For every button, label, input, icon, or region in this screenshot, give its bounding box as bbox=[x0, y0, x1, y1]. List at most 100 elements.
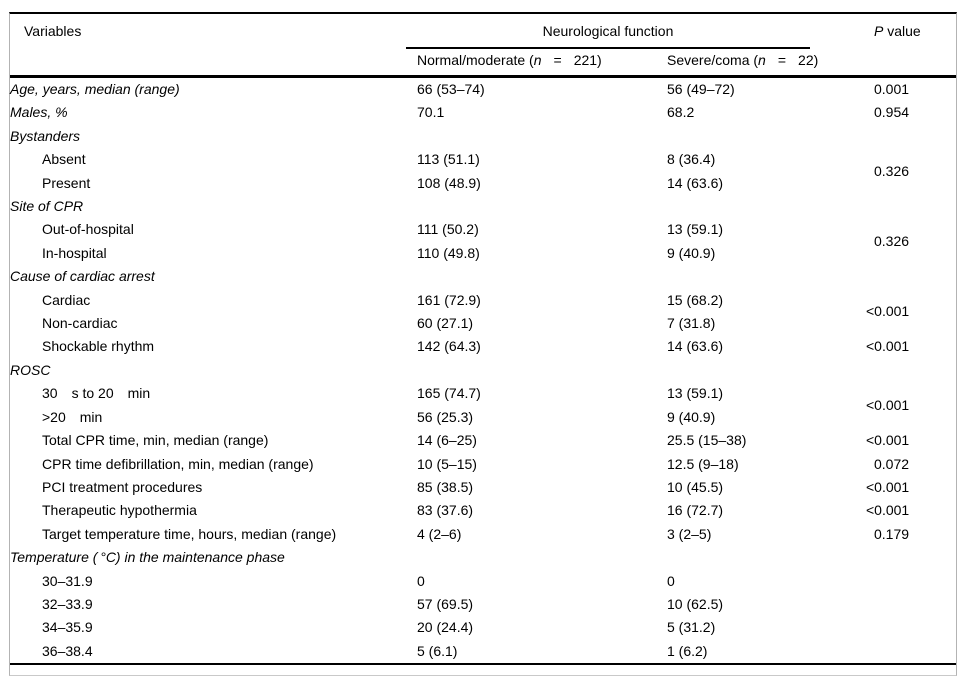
table-row: 34–35.9 20 (24.4) 5 (31.2) bbox=[10, 616, 956, 639]
sub2-prefix: Severe/coma ( bbox=[667, 52, 759, 68]
normal-moderate-value: 57 (69.5) bbox=[417, 595, 474, 612]
severe-coma-value: 13 (59.1) bbox=[667, 385, 724, 402]
severe-coma-value: 13 (59.1) bbox=[667, 221, 724, 238]
normal-moderate-value bbox=[417, 546, 667, 569]
normal-moderate-value: 10 (5–15) bbox=[417, 455, 477, 472]
p-value-cell bbox=[874, 616, 956, 639]
severe-coma-value: 5 (31.2) bbox=[667, 619, 716, 636]
severe-coma-value: 14 (63.6) bbox=[667, 174, 724, 191]
normal-moderate-value: 14 (6–25) bbox=[417, 432, 477, 449]
table-row: ROSC bbox=[10, 359, 956, 382]
table-row: CPR time defibrillation, min, median (ra… bbox=[10, 453, 956, 476]
column-header-neurological-function: Neurological function bbox=[542, 23, 674, 39]
severe-coma-value: 1 (6.2) bbox=[667, 642, 708, 659]
normal-moderate-value: 113 (51.1) bbox=[417, 151, 480, 168]
severe-coma-value: 7 (31.8) bbox=[667, 315, 716, 332]
severe-coma-value: 56 (49–72) bbox=[667, 81, 735, 97]
normal-moderate-value: 0 bbox=[417, 572, 425, 589]
sub1-n-italic: n bbox=[533, 52, 542, 68]
p-value-cell: 0.001 bbox=[874, 81, 910, 97]
p-value-cell bbox=[874, 640, 956, 663]
normal-moderate-value bbox=[417, 359, 667, 382]
normal-moderate-value bbox=[417, 125, 667, 148]
table-row: Therapeutic hypothermia 83 (37.6) 16 (72.7… bbox=[10, 499, 956, 522]
p-value-cell: <0.001 bbox=[866, 396, 910, 413]
row-label: Bystanders bbox=[10, 127, 81, 144]
severe-coma-value: 25.5 (15–38) bbox=[667, 432, 747, 449]
table-row: Cardiac 161 (72.9) 15 (68.2) <0.001 bbox=[10, 289, 956, 320]
table-row: 36–38.4 5 (6.1) 1 (6.2) bbox=[10, 640, 956, 663]
severe-coma-value: 10 (62.5) bbox=[667, 595, 724, 612]
table-row: Temperature ( °C) in the maintenance pha… bbox=[10, 546, 956, 569]
p-value-cell: 0.326 bbox=[874, 233, 910, 250]
sub2-count: 22) bbox=[798, 52, 819, 68]
severe-coma-value: 16 (72.7) bbox=[667, 502, 724, 519]
p-value-cell bbox=[874, 195, 956, 218]
variables-table: Age, years, median (range) 66 (53–74) 56 (… bbox=[10, 78, 956, 663]
table-row: Total CPR time, min, median (range) 14 (6… bbox=[10, 429, 956, 452]
p-value-cell: <0.001 bbox=[866, 478, 910, 495]
severe-coma-value: 10 (45.5) bbox=[667, 478, 724, 495]
table-frame: Variables Neurological function P value … bbox=[9, 12, 957, 676]
table-row: Target temperature time, hours, median (… bbox=[10, 523, 956, 546]
row-label: Site of CPR bbox=[10, 198, 84, 215]
severe-coma-value bbox=[667, 359, 874, 382]
sub1-count: 221) bbox=[573, 52, 602, 68]
severe-coma-value bbox=[667, 265, 874, 288]
normal-moderate-value: 83 (37.6) bbox=[417, 502, 474, 519]
table-row: Site of CPR bbox=[10, 195, 956, 218]
row-label: 32–33.9 bbox=[42, 595, 93, 612]
normal-moderate-value bbox=[417, 195, 667, 218]
row-label: Males, % bbox=[10, 104, 68, 121]
row-label: Temperature ( °C) in the maintenance pha… bbox=[10, 549, 285, 566]
subcolumn-header-severe-coma: Severe/coma (n = 22) bbox=[667, 52, 818, 68]
p-value-cell bbox=[874, 593, 956, 616]
sub2-n-italic: n bbox=[758, 52, 766, 68]
normal-moderate-value: 20 (24.4) bbox=[417, 619, 474, 636]
normal-moderate-value: 111 (50.2) bbox=[417, 221, 479, 238]
row-label: Therapeutic hypothermia bbox=[42, 502, 197, 519]
p-value-cell: 0.179 bbox=[874, 525, 910, 542]
severe-coma-value bbox=[667, 546, 874, 569]
table-row: Age, years, median (range) 66 (53–74) 56 (… bbox=[10, 78, 956, 101]
row-label: Present bbox=[42, 174, 91, 191]
normal-moderate-value: 165 (74.7) bbox=[417, 385, 481, 402]
p-value-cell: 0.326 bbox=[874, 162, 910, 179]
severe-coma-value: 14 (63.6) bbox=[667, 338, 724, 355]
row-label: In-hospital bbox=[42, 244, 107, 261]
table-row: >20 min 56 (25.3) 9 (40.9) bbox=[10, 406, 956, 429]
table-row: Cause of cardiac arrest bbox=[10, 265, 956, 288]
normal-moderate-value: 110 (49.8) bbox=[417, 244, 480, 261]
row-label: 34–35.9 bbox=[42, 619, 93, 636]
table-row: Present 108 (48.9) 14 (63.6) bbox=[10, 172, 956, 195]
table-row: Out-of-hospital 111 (50.2) 13 (59.1) 0.326 bbox=[10, 218, 956, 249]
p-value-cell: <0.001 bbox=[866, 502, 910, 519]
p-value-cell bbox=[874, 546, 956, 569]
table-bottom-rule bbox=[10, 663, 956, 666]
row-label: CPR time defibrillation, min, median (ra… bbox=[42, 455, 314, 472]
severe-coma-value: 9 (40.9) bbox=[667, 408, 716, 425]
row-label: 36–38.4 bbox=[42, 642, 93, 659]
row-label: Shockable rhythm bbox=[42, 338, 155, 355]
table-row: Males, % 70.1 68.2 0.954 bbox=[10, 101, 956, 124]
p-value-cell: <0.001 bbox=[866, 432, 910, 449]
normal-moderate-value: 4 (2–6) bbox=[417, 525, 462, 542]
row-label: Cause of cardiac arrest bbox=[10, 268, 155, 285]
p-value-cell bbox=[874, 125, 956, 148]
severe-coma-value: 12.5 (9–18) bbox=[667, 455, 739, 472]
p-value-cell: <0.001 bbox=[866, 303, 910, 320]
normal-moderate-value: 70.1 bbox=[417, 104, 445, 121]
p-value-italic-p: P bbox=[874, 23, 884, 39]
normal-moderate-value: 161 (72.9) bbox=[417, 291, 481, 308]
row-label: ROSC bbox=[10, 361, 51, 378]
severe-coma-value: 8 (36.4) bbox=[667, 151, 716, 168]
row-label: Age, years, median (range) bbox=[10, 81, 180, 97]
p-value-cell bbox=[874, 359, 956, 382]
row-label: Absent bbox=[42, 151, 86, 168]
normal-moderate-value: 60 (27.1) bbox=[417, 315, 474, 332]
table-row: Shockable rhythm 142 (64.3) 14 (63.6) <0.00… bbox=[10, 335, 956, 358]
severe-coma-value bbox=[667, 125, 874, 148]
row-label: 30 s to 20 min bbox=[42, 385, 151, 402]
normal-moderate-value: 66 (53–74) bbox=[417, 81, 485, 97]
